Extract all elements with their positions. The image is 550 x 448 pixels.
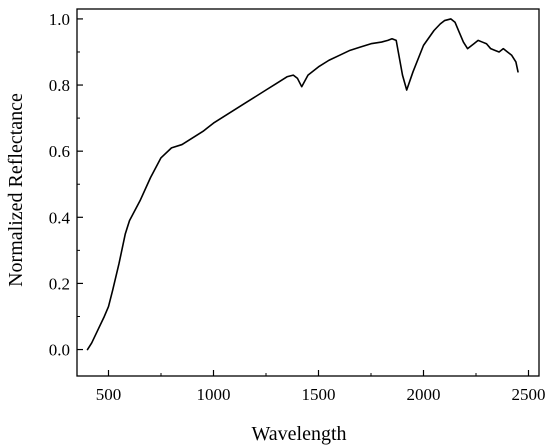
y-tick-label-0.4: 0.4 (49, 208, 71, 227)
plot-frame (76, 8, 540, 377)
x-tick-label-1000: 1000 (197, 385, 231, 404)
ticks-layer: 500 1000 1500 2000 2500 0.0 0.2 0.4 0.6 0.8 1.0 (49, 10, 546, 404)
y-tick-label-0.2: 0.2 (49, 274, 70, 293)
x-axis-title: Wavelength (251, 423, 346, 445)
y-tick-label-1.0: 1.0 (49, 10, 70, 29)
y-tick-label-0.6: 0.6 (49, 142, 70, 161)
series-layer (86, 18, 519, 351)
series-line-0 (86, 18, 519, 351)
y-tick-label-0.0: 0.0 (49, 341, 70, 360)
x-tick-label-1500: 1500 (302, 385, 336, 404)
y-axis-title: Normalized Reflectance (5, 93, 27, 287)
x-tick-label-2500: 2500 (512, 385, 546, 404)
y-tick-label-0.8: 0.8 (49, 76, 70, 95)
axes-layer (76, 8, 540, 377)
x-tick-label-2000: 2000 (407, 385, 441, 404)
x-tick-label-500: 500 (96, 385, 122, 404)
